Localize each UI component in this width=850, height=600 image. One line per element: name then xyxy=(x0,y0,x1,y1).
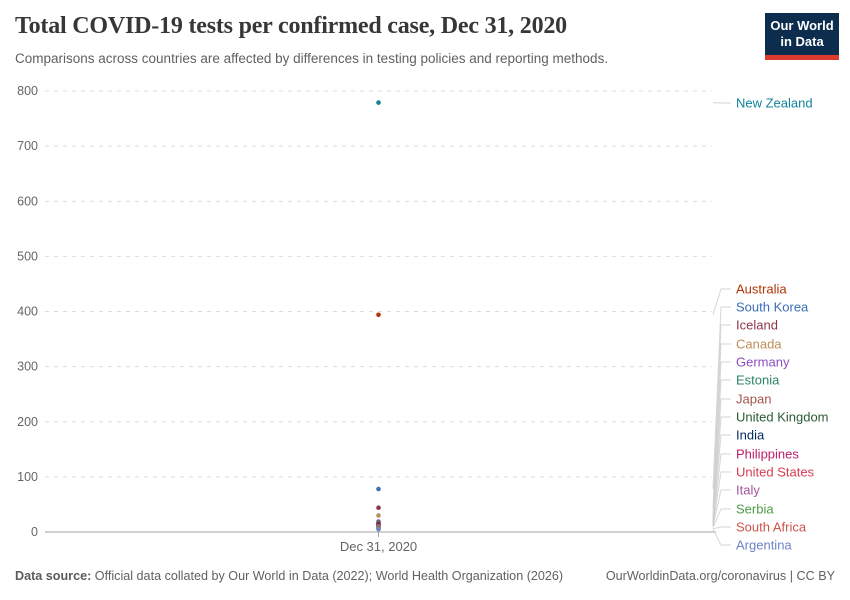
country-label-south-africa[interactable]: South Africa xyxy=(736,520,807,535)
data-point-iceland[interactable] xyxy=(376,505,381,511)
label-connector-canada xyxy=(712,343,731,516)
page-subtitle: Comparisons across countries are affecte… xyxy=(15,51,609,66)
country-label-united-kingdom[interactable]: United Kingdom xyxy=(736,410,829,425)
country-label-philippines[interactable]: Philippines xyxy=(736,447,799,462)
y-tick-label-700: 700 xyxy=(17,139,38,153)
y-tick-label-200: 200 xyxy=(17,415,38,429)
y-tick-label-600: 600 xyxy=(17,194,38,208)
footer-right: OurWorldinData.org/coronavirus | CC BY xyxy=(606,569,835,583)
country-label-new-zealand[interactable]: New Zealand xyxy=(736,96,813,111)
label-connector-south-korea xyxy=(712,306,731,490)
data-source: Data source: Official data collated by O… xyxy=(15,569,563,583)
country-label-italy[interactable]: Italy xyxy=(736,483,760,498)
label-connector-serbia xyxy=(712,508,731,528)
label-connector-united-states xyxy=(712,471,731,526)
data-point-south-korea[interactable] xyxy=(376,486,381,492)
country-label-serbia[interactable]: Serbia xyxy=(736,502,774,517)
country-label-argentina[interactable]: Argentina xyxy=(736,538,792,553)
y-tick-label-500: 500 xyxy=(17,249,38,263)
data-point-new-zealand[interactable] xyxy=(376,100,381,105)
y-tick-label-400: 400 xyxy=(17,305,38,319)
data-point-canada[interactable] xyxy=(376,513,381,518)
owid-logo[interactable]: Our World in Data xyxy=(765,13,839,60)
label-connector-iceland xyxy=(712,324,731,508)
label-connector-italy xyxy=(712,489,731,527)
owid-logo-text: Our World in Data xyxy=(765,13,839,55)
country-label-south-korea[interactable]: South Korea xyxy=(736,300,809,315)
country-label-united-states[interactable]: United States xyxy=(736,465,815,480)
country-label-iceland[interactable]: Iceland xyxy=(736,318,778,333)
data-point-australia[interactable] xyxy=(376,312,381,318)
data-source-label: Data source: xyxy=(15,569,92,583)
country-label-germany[interactable]: Germany xyxy=(736,355,790,370)
country-label-canada[interactable]: Canada xyxy=(736,337,782,352)
chart-footer: Data source: Official data collated by O… xyxy=(15,569,835,583)
country-label-australia[interactable]: Australia xyxy=(736,282,787,297)
page-title: Total COVID-19 tests per confirmed case,… xyxy=(15,13,567,39)
label-connector-india xyxy=(712,434,731,525)
owid-logo-line1: Our World xyxy=(770,18,834,33)
license-label: CC BY xyxy=(796,569,836,583)
y-tick-label-100: 100 xyxy=(17,470,38,484)
y-tick-label-0: 0 xyxy=(31,525,38,539)
label-connector-south-africa xyxy=(712,526,731,530)
data-source-text: Official data collated by Our World in D… xyxy=(91,569,564,583)
country-label-japan[interactable]: Japan xyxy=(736,392,771,407)
label-connector-philippines xyxy=(712,453,731,526)
country-label-estonia[interactable]: Estonia xyxy=(736,373,780,388)
x-tick-label: Dec 31, 2020 xyxy=(340,539,417,554)
footer-separator: | xyxy=(786,569,797,583)
label-connector-japan xyxy=(712,398,731,524)
label-connector-argentina xyxy=(712,528,731,546)
data-point-argentina[interactable] xyxy=(376,526,381,532)
country-label-india[interactable]: India xyxy=(736,428,765,443)
y-tick-label-800: 800 xyxy=(17,84,38,98)
owid-logo-line2: in Data xyxy=(780,34,824,49)
label-connector-united-kingdom xyxy=(712,416,731,525)
owid-logo-redbar xyxy=(765,55,839,60)
y-tick-label-300: 300 xyxy=(17,360,38,374)
label-connector-australia xyxy=(712,288,731,315)
owid-url-link[interactable]: OurWorldinData.org/coronavirus xyxy=(605,569,787,583)
